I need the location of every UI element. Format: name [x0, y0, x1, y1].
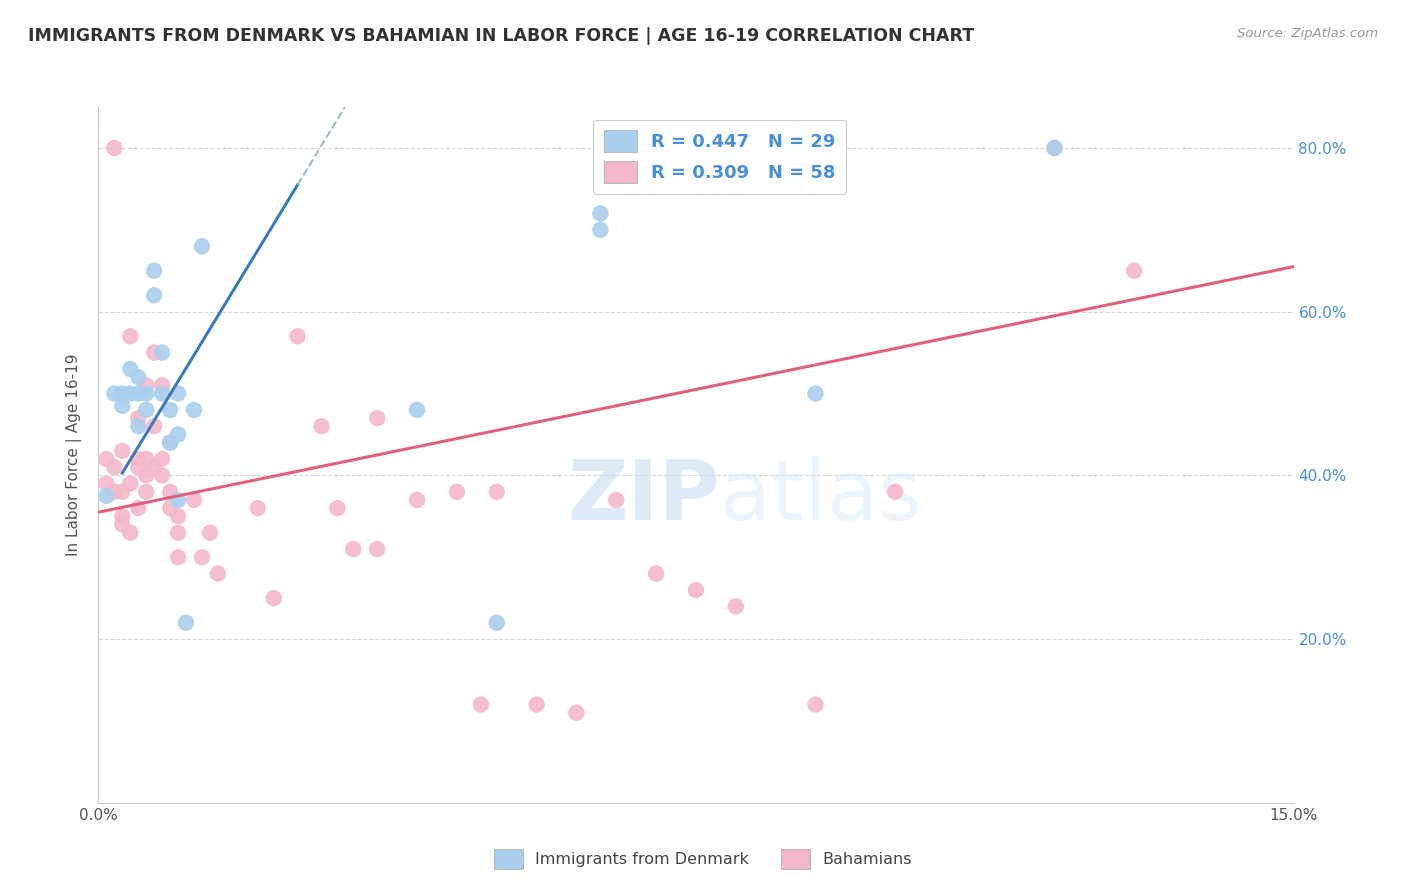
Point: [135, 468, 157, 483]
Point: [526, 698, 548, 712]
Point: [143, 419, 166, 434]
Text: IMMIGRANTS FROM DENMARK VS BAHAMIAN IN LABOR FORCE | AGE 16-19 CORRELATION CHART: IMMIGRANTS FROM DENMARK VS BAHAMIAN IN L…: [28, 27, 974, 45]
Point: [135, 452, 157, 467]
Point: [96, 489, 118, 503]
Point: [167, 492, 190, 507]
Point: [150, 345, 173, 359]
Text: ZIP: ZIP: [568, 456, 720, 537]
Point: [1043, 141, 1066, 155]
Point: [127, 370, 149, 384]
Point: [103, 141, 125, 155]
Point: [103, 386, 125, 401]
Point: [198, 525, 221, 540]
Point: [191, 550, 214, 565]
Point: [167, 427, 190, 442]
Point: [135, 378, 157, 392]
Point: [605, 492, 627, 507]
Point: [120, 329, 142, 343]
Point: [485, 484, 508, 499]
Point: [96, 476, 118, 491]
Point: [127, 386, 149, 401]
Point: [159, 484, 181, 499]
Text: Source: ZipAtlas.com: Source: ZipAtlas.com: [1237, 27, 1378, 40]
Text: atlas: atlas: [720, 456, 921, 537]
Point: [183, 403, 205, 417]
Point: [1043, 141, 1066, 155]
Point: [143, 288, 166, 302]
Point: [120, 525, 142, 540]
Point: [127, 452, 149, 467]
Point: [127, 460, 149, 475]
Point: [111, 517, 134, 532]
Point: [183, 492, 205, 507]
Point: [589, 223, 612, 237]
Legend: R = 0.447   N = 29, R = 0.309   N = 58: R = 0.447 N = 29, R = 0.309 N = 58: [593, 120, 846, 194]
Point: [150, 468, 173, 483]
Point: [366, 411, 388, 425]
Point: [263, 591, 285, 606]
Point: [207, 566, 229, 581]
Point: [366, 542, 388, 557]
Point: [167, 525, 190, 540]
Point: [804, 698, 827, 712]
Point: [143, 460, 166, 475]
Point: [167, 550, 190, 565]
Point: [685, 582, 707, 597]
Point: [111, 484, 134, 499]
Point: [120, 386, 142, 401]
Point: [143, 345, 166, 359]
Point: [174, 615, 197, 630]
Point: [167, 386, 190, 401]
Point: [311, 419, 333, 434]
Point: [724, 599, 747, 614]
Point: [159, 435, 181, 450]
Point: [135, 403, 157, 417]
Point: [470, 698, 492, 712]
Point: [96, 452, 118, 467]
Point: [159, 403, 181, 417]
Point: [565, 706, 588, 720]
Point: [884, 484, 907, 499]
Legend: Immigrants from Denmark, Bahamians: Immigrants from Denmark, Bahamians: [488, 843, 918, 875]
Point: [111, 509, 134, 524]
Point: [167, 509, 190, 524]
Point: [120, 362, 142, 376]
Point: [111, 399, 134, 413]
Point: [406, 492, 429, 507]
Point: [103, 460, 125, 475]
Y-axis label: In Labor Force | Age 16-19: In Labor Force | Age 16-19: [66, 353, 83, 557]
Point: [150, 452, 173, 467]
Point: [191, 239, 214, 253]
Point: [446, 484, 468, 499]
Point: [111, 443, 134, 458]
Point: [287, 329, 309, 343]
Point: [127, 419, 149, 434]
Point: [111, 386, 134, 401]
Point: [103, 484, 125, 499]
Point: [159, 501, 181, 516]
Point: [135, 484, 157, 499]
Point: [159, 435, 181, 450]
Point: [127, 501, 149, 516]
Point: [143, 264, 166, 278]
Point: [135, 386, 157, 401]
Point: [150, 378, 173, 392]
Point: [1123, 264, 1146, 278]
Point: [406, 403, 429, 417]
Point: [589, 206, 612, 220]
Point: [326, 501, 349, 516]
Point: [645, 566, 668, 581]
Point: [127, 411, 149, 425]
Point: [120, 476, 142, 491]
Point: [150, 386, 173, 401]
Point: [342, 542, 364, 557]
Point: [246, 501, 269, 516]
Point: [485, 615, 508, 630]
Point: [804, 386, 827, 401]
